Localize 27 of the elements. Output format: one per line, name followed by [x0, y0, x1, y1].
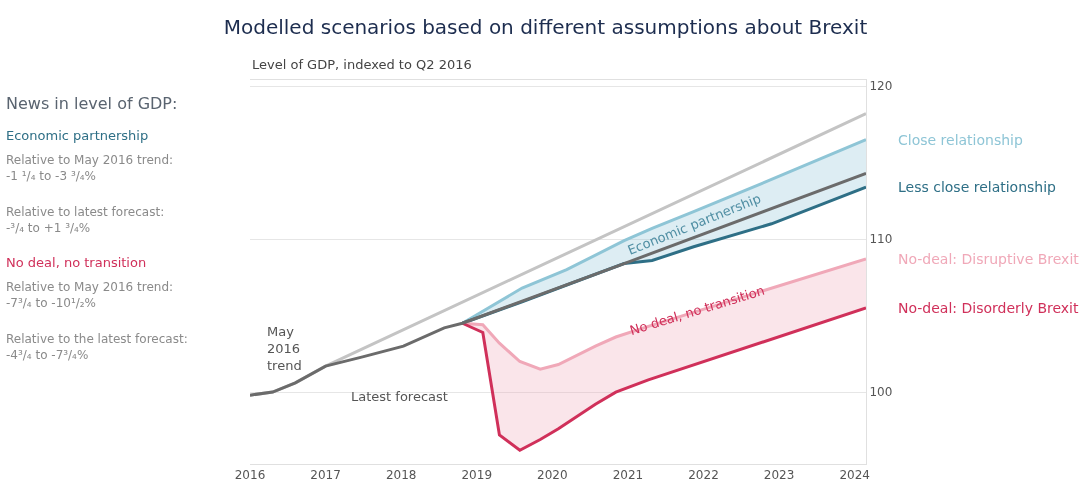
- y-tick-label: 100: [869, 385, 893, 400]
- x-tick-label: 2020: [537, 468, 568, 483]
- text: Relative to the latest forecast: -4³/₄ to -7³/₄%: [6, 332, 188, 362]
- annotation: May 2016 trend: [267, 324, 302, 373]
- x-tick-label: 2016: [234, 468, 266, 483]
- text: No deal, no transition: [6, 255, 147, 270]
- text: Less close relationship: [898, 179, 1057, 195]
- x-tick-label: 2017: [310, 468, 341, 483]
- text: No-deal: Disruptive Brexit: [898, 251, 1080, 267]
- x-tick-label: 2019: [461, 468, 493, 483]
- text: Relative to latest forecast: -³/₄ to +1 ³/₄%: [6, 205, 165, 235]
- x-tick-label: 2022: [688, 468, 719, 483]
- x-tick-label: 2023: [763, 468, 795, 483]
- annotation: Latest forecast: [351, 389, 448, 404]
- x-tick-label: 2018: [385, 468, 417, 483]
- x-tick-label: 2021: [612, 468, 644, 483]
- text: No-deal: Disorderly Brexit: [898, 300, 1079, 316]
- y-tick-label: 110: [869, 232, 893, 247]
- text: Relative to May 2016 trend: -1 ¹/₄ to -3 ³/₄%: [6, 153, 174, 183]
- chart-title: Modelled scenarios based on different assumptions about Brexit: [223, 14, 868, 39]
- x-tick-label: 2024: [839, 468, 870, 483]
- text: Relative to May 2016 trend: -7³/₄ to -10¹/₂%: [6, 280, 174, 310]
- text: Close relationship: [898, 132, 1023, 148]
- chart-subtitle: Level of GDP, indexed to Q2 2016: [252, 57, 472, 72]
- text: News in level of GDP:: [6, 94, 178, 113]
- y-tick-label: 120: [869, 79, 893, 94]
- text: Economic partnership: [6, 128, 149, 143]
